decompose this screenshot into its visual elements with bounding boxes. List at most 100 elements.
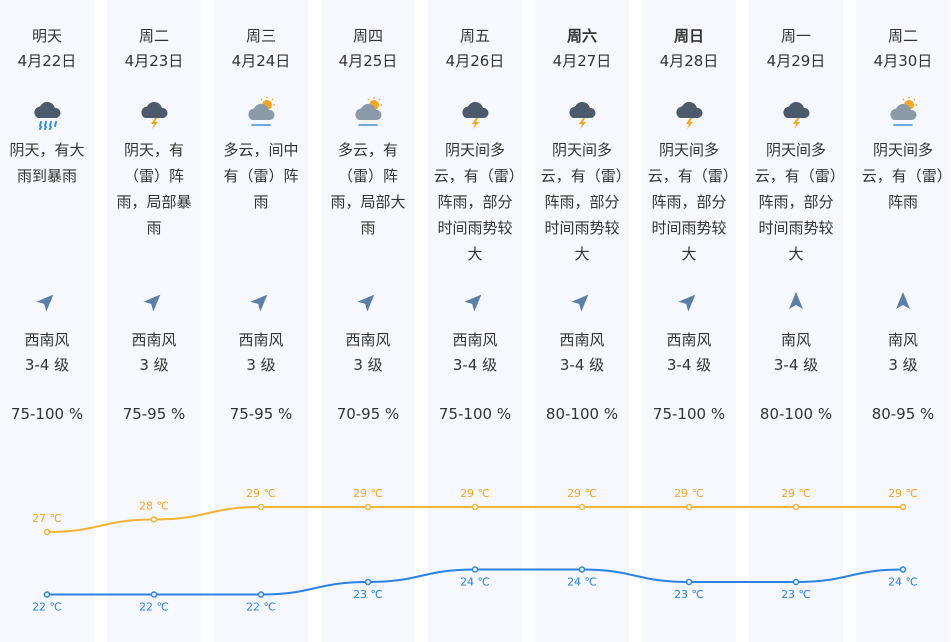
- high-temp-label: 27 ℃: [32, 512, 62, 525]
- low-temp-point: [792, 578, 800, 586]
- low-temp-point: [257, 591, 265, 598]
- high-temp-label: 29 ℃: [353, 487, 383, 500]
- high-temp-point: [364, 503, 372, 511]
- high-temp-point: [899, 503, 907, 511]
- day-column: 周六 4月27日 阴天间多云，有（雷）阵雨，部分时间雨势较大 西南风 3-4 级 80-1…: [535, 0, 629, 642]
- high-temp-point: [257, 503, 265, 511]
- low-temp-point: [364, 578, 372, 586]
- heavy-rain-icon: [30, 96, 64, 130]
- date: 4月24日: [231, 52, 291, 70]
- date: 4月28日: [659, 52, 719, 70]
- low-temp-label: 24 ℃: [567, 576, 597, 589]
- wind-direction: 西南风: [238, 331, 284, 349]
- wind-direction: 西南风: [666, 331, 712, 349]
- wind-direction: 西南风: [345, 331, 391, 349]
- day-column: 周四 4月25日多云，有（雷）阵雨，局部大雨西南风 3 级 70-95 %: [321, 0, 415, 642]
- day-name: 周五: [459, 27, 490, 45]
- wind-level: 3 级: [246, 356, 276, 374]
- humidity: 75-100 %: [652, 405, 726, 423]
- wind-level: 3 级: [353, 356, 383, 374]
- high-temp-point: [792, 503, 800, 511]
- partly-cloudy-icon: [886, 96, 920, 130]
- northeast-arrow-icon: [357, 290, 379, 312]
- high-temp-label: 29 ℃: [246, 487, 276, 500]
- low-temp-label: 22 ℃: [32, 601, 62, 614]
- wind-level: 3 级: [139, 356, 169, 374]
- high-temp-label: 29 ℃: [567, 487, 597, 500]
- low-temp-label: 22 ℃: [139, 601, 169, 614]
- low-temp-point: [471, 566, 479, 573]
- low-temp-label: 23 ℃: [781, 588, 811, 601]
- weather-description: 多云，有（雷）阵雨，局部大雨: [330, 141, 406, 237]
- day-column: 周日 4月28日 阴天间多云，有（雷）阵雨，部分时间雨势较大 西南风 3-4 级 75-1…: [642, 0, 736, 642]
- day-column: 周二 4月30日 阴天间多云，有（雷）阵雨 南风 3 级 80-95 %: [856, 0, 950, 642]
- high-temp-label: 29 ℃: [888, 487, 918, 500]
- wind-direction: 西南风: [131, 331, 177, 349]
- low-temp-point: [578, 566, 586, 573]
- thunderstorm-icon: [458, 96, 492, 130]
- high-temp-label: 29 ℃: [674, 487, 704, 500]
- wind-direction: 南风: [780, 331, 811, 349]
- northeast-arrow-icon: [571, 290, 593, 312]
- northeast-arrow-icon: [678, 290, 700, 312]
- humidity: 80-100 %: [759, 405, 833, 423]
- north-arrow-icon: [785, 290, 807, 312]
- low-temp-point: [685, 578, 693, 586]
- low-temp-label: 24 ℃: [460, 576, 490, 589]
- high-temp-label: 29 ℃: [460, 487, 490, 500]
- thunderstorm-icon: [565, 96, 599, 130]
- weather-description: 阴天间多云，有（雷）阵雨，部分时间雨势较大: [433, 141, 517, 263]
- high-temp-label: 29 ℃: [781, 487, 811, 500]
- wind-direction: 南风: [887, 331, 918, 349]
- wind-level: 3-4 级: [24, 356, 70, 374]
- low-temp-point: [150, 591, 158, 598]
- low-temp-point: [899, 566, 907, 573]
- thunderstorm-icon: [672, 96, 706, 130]
- date: 4月30日: [873, 52, 933, 70]
- wind-direction: 西南风: [24, 331, 70, 349]
- low-temp-label: 23 ℃: [353, 588, 383, 601]
- wind-level: 3-4 级: [452, 356, 498, 374]
- northeast-arrow-icon: [143, 290, 165, 312]
- partly-cloudy-icon: [351, 96, 385, 130]
- wind-level: 3-4 级: [559, 356, 605, 374]
- day-name: 周四: [352, 27, 383, 45]
- low-temp-point: [43, 591, 51, 598]
- low-temp-label: 22 ℃: [246, 601, 276, 614]
- wind-level: 3-4 级: [666, 356, 712, 374]
- humidity: 70-95 %: [336, 405, 400, 423]
- humidity: 75-100 %: [10, 405, 84, 423]
- wind-level: 3 级: [888, 356, 918, 374]
- northeast-arrow-icon: [250, 290, 272, 312]
- north-arrow-icon: [892, 290, 914, 312]
- northeast-arrow-icon: [36, 290, 58, 312]
- wind-level: 3-4 级: [773, 356, 819, 374]
- day-column: 周二 4月23日 阴天，有（雷）阵雨，局部暴雨 西南风 3 级 75-95 %: [107, 0, 201, 642]
- day-column: 周三 4月24日 多云，间中有（雷）阵雨 西南风 3 级 75-95 %: [214, 0, 308, 642]
- day-name: 周三: [245, 27, 276, 45]
- high-temp-point: [43, 528, 51, 536]
- day-name: 明天: [31, 27, 62, 45]
- low-temp-label: 24 ℃: [888, 576, 918, 589]
- wind-direction: 西南风: [559, 331, 605, 349]
- weather-description: 阴天，有大雨到暴雨: [9, 141, 85, 185]
- humidity: 75-95 %: [122, 405, 186, 423]
- weather-description: 阴天间多云，有（雷）阵雨，部分时间雨势较大: [647, 141, 731, 263]
- northeast-arrow-icon: [464, 290, 486, 312]
- date: 4月29日: [766, 52, 826, 70]
- day-name: 周二: [138, 27, 169, 45]
- date: 4月23日: [124, 52, 184, 70]
- weather-description: 阴天间多云，有（雷）阵雨，部分时间雨势较大: [754, 141, 838, 263]
- thunderstorm-icon: [779, 96, 813, 130]
- day-column: 周一 4月29日 阴天间多云，有（雷）阵雨，部分时间雨势较大 南风 3-4 级 80-10…: [749, 0, 843, 642]
- high-temp-point: [471, 503, 479, 511]
- high-temp-point: [685, 503, 693, 511]
- humidity: 80-100 %: [545, 405, 619, 423]
- partly-cloudy-icon: [244, 96, 278, 130]
- high-temp-point: [578, 503, 586, 511]
- wind-direction: 西南风: [452, 331, 498, 349]
- date: 4月27日: [552, 52, 612, 70]
- date: 4月25日: [338, 52, 398, 70]
- humidity: 75-100 %: [438, 405, 512, 423]
